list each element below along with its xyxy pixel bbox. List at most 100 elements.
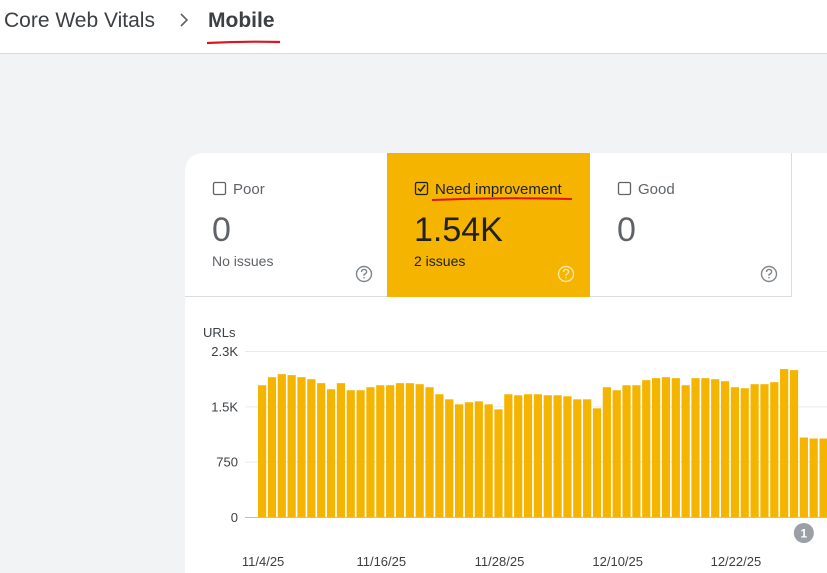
y-tick-label: 2.3K [211, 344, 238, 359]
bar [336, 383, 345, 517]
y-tick-label: 1.5K [211, 399, 238, 414]
x-tick-label: 12/10/25 [592, 554, 643, 569]
bar [602, 387, 611, 517]
bar [652, 378, 661, 517]
bar [750, 384, 759, 517]
bar [780, 369, 789, 517]
tab-value: 1.54K [414, 211, 503, 249]
bar [720, 381, 730, 517]
y-tick-label: 0 [231, 510, 238, 525]
bar [789, 370, 799, 517]
bar [297, 377, 306, 517]
bar [307, 379, 316, 517]
y-tick-label: 750 [216, 455, 238, 470]
bar [395, 383, 405, 517]
bar [504, 394, 513, 517]
bar [326, 389, 336, 517]
bar [267, 377, 277, 517]
bar [435, 394, 444, 517]
chart: URLs 0 750 1.5K 2.3K 11/4/25 11/16/25 11/28/25 1… [203, 325, 827, 569]
help-glyph [765, 268, 773, 279]
bar [366, 387, 375, 517]
checkbox[interactable] [212, 181, 227, 196]
bar [632, 385, 641, 517]
annotation-label: 1 [801, 527, 808, 541]
breadcrumb-chevron [180, 13, 189, 27]
bar [681, 385, 690, 517]
bar [563, 396, 572, 517]
help-icon[interactable] [760, 265, 778, 283]
header-bar [0, 0, 827, 53]
bar [622, 385, 631, 517]
bar [405, 383, 414, 517]
bar [740, 388, 749, 517]
bar [523, 394, 533, 517]
bar [474, 401, 483, 517]
bar [612, 390, 621, 517]
bar [415, 384, 424, 517]
bar [464, 402, 474, 517]
help-icon[interactable] [557, 265, 575, 283]
bar [553, 395, 562, 517]
tab-detail: No issues [212, 253, 273, 269]
tab-detail: 2 issues [414, 253, 465, 269]
bar [661, 377, 671, 517]
bar [514, 395, 523, 517]
bar [425, 387, 434, 517]
bar [671, 378, 680, 517]
y-axis-title: URLs [203, 325, 236, 340]
bar [701, 378, 710, 517]
bar [819, 438, 827, 517]
tab-label: Need improvement [435, 181, 563, 198]
bar [583, 399, 592, 517]
bar [386, 385, 395, 517]
tab-highlight [387, 153, 590, 297]
x-tick-label: 11/4/25 [242, 554, 284, 569]
bar [455, 404, 464, 517]
bar [592, 408, 602, 517]
bar [533, 394, 542, 517]
bar [356, 390, 365, 517]
bar [809, 438, 818, 517]
bar [445, 399, 454, 517]
x-tick-label: 12/22/25 [711, 554, 762, 569]
bar [543, 395, 552, 517]
annotation-marker[interactable] [793, 523, 814, 543]
red-underline [206, 40, 281, 45]
tab-value: 0 [212, 211, 231, 249]
help-glyph [562, 268, 570, 279]
checkbox[interactable] [414, 181, 429, 196]
bar [642, 380, 651, 517]
bar [484, 404, 493, 517]
bar [799, 437, 808, 517]
bar [573, 399, 582, 517]
breadcrumb-parent[interactable]: Core Web Vitals [4, 9, 155, 32]
x-tick-label: 11/28/25 [475, 554, 525, 569]
bar [711, 379, 720, 517]
bar [770, 382, 779, 517]
help-icon[interactable] [355, 265, 373, 283]
tab-label: Poor [233, 181, 265, 198]
bar [760, 384, 769, 517]
bar [287, 375, 296, 517]
bar [691, 378, 700, 517]
bar [258, 385, 267, 517]
checkmark [417, 184, 426, 193]
bar [346, 390, 355, 517]
status-tab[interactable]: Need improvement 1.54K 2 issues [387, 153, 590, 297]
x-tick-label: 11/16/25 [356, 554, 406, 569]
bar [317, 383, 326, 517]
bar [730, 387, 739, 517]
checkbox[interactable] [617, 181, 632, 196]
bar [376, 385, 385, 517]
tab-label: Good [638, 181, 675, 198]
bar [277, 374, 286, 517]
breadcrumb-current: Mobile [208, 9, 275, 32]
tab-value: 0 [617, 211, 636, 249]
bar [494, 409, 503, 517]
